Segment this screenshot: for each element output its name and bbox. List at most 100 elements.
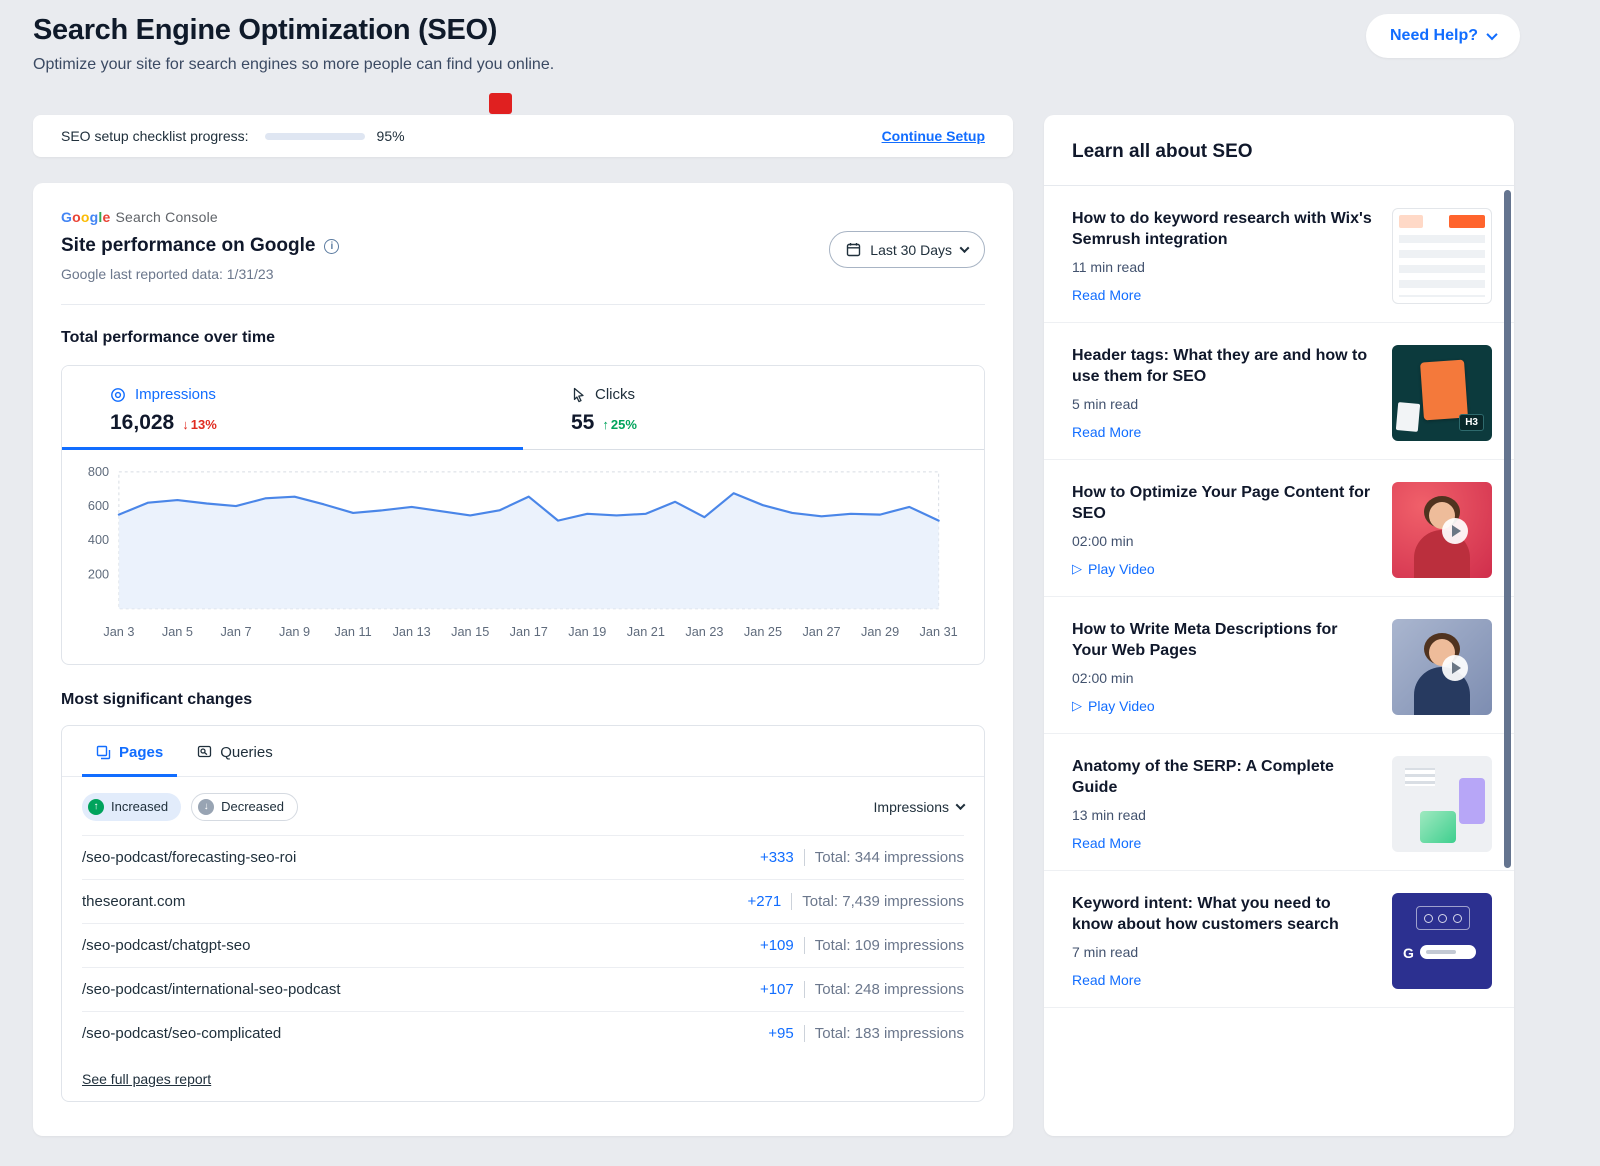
read-more-link[interactable]: Read More xyxy=(1072,424,1142,441)
chevron-down-icon xyxy=(955,800,966,811)
svg-text:200: 200 xyxy=(88,566,109,581)
sort-label: Impressions xyxy=(873,798,949,815)
date-range-button[interactable]: Last 30 Days xyxy=(829,231,985,268)
chart-area: 200 400 600 800 Jan 3 Jan 5 Jan 7 Jan 9 Jan 11 Ja… xyxy=(62,450,984,664)
article-read-time: 11 min read xyxy=(1072,259,1145,276)
changes-tabs: Pages Queries xyxy=(62,726,984,777)
orange-header-shape xyxy=(1449,215,1485,228)
metric-tab-impressions[interactable]: Impressions 16,028 ↓ 13% xyxy=(62,366,523,450)
full-pages-report-link[interactable]: See full pages report xyxy=(82,1070,212,1087)
filter-decreased-label: Decreased xyxy=(221,799,284,815)
serp-card-shape xyxy=(1399,763,1441,791)
need-help-label: Need Help? xyxy=(1389,27,1478,44)
svg-text:Jan 19: Jan 19 xyxy=(568,624,606,639)
list-item: Anatomy of the SERP: A Complete Guide 13… xyxy=(1044,734,1514,871)
svg-text:800: 800 xyxy=(88,464,109,479)
page-link[interactable]: /seo-podcast/seo-complicated xyxy=(82,1024,282,1042)
article-read-time: 5 min read xyxy=(1072,396,1139,413)
change-value: +109 xyxy=(759,936,794,954)
play-button-icon[interactable] xyxy=(1442,655,1468,681)
total-impressions: Total: 183 impressions xyxy=(803,1024,964,1042)
google-g-icon: G xyxy=(1403,945,1414,961)
svg-text:Jan 15: Jan 15 xyxy=(451,624,489,639)
purple-block-shape xyxy=(1459,778,1485,824)
svg-text:Jan 13: Jan 13 xyxy=(393,624,431,639)
impressions-label: Impressions xyxy=(135,386,216,403)
search-bar-shape xyxy=(1420,945,1476,959)
page-link[interactable]: /seo-podcast/chatgpt-seo xyxy=(82,936,251,954)
svg-text:400: 400 xyxy=(88,532,109,547)
mini-card-shape xyxy=(1395,402,1421,432)
table-row: /seo-podcast/international-seo-podcast +… xyxy=(82,966,964,1011)
impressions-value: 16,028 xyxy=(110,411,175,434)
svg-text:Jan 5: Jan 5 xyxy=(162,624,193,639)
article-title: How to do keyword research with Wix's Se… xyxy=(1072,210,1372,249)
play-icon: ▷ xyxy=(1072,698,1082,714)
table-row: /seo-podcast/seo-complicated +95 Total: 1… xyxy=(82,1010,964,1055)
read-more-link[interactable]: Read More xyxy=(1072,972,1142,989)
meta-descriptions-video-thumbnail[interactable] xyxy=(1392,619,1492,715)
filter-row: ↑ Increased ↓ Decreased Impressions xyxy=(62,777,984,835)
read-more-link[interactable]: Read More xyxy=(1072,835,1142,852)
continue-setup-link[interactable]: Continue Setup xyxy=(881,128,985,144)
change-value: +271 xyxy=(747,892,782,910)
list-item: Keyword intent: What you need to know ab… xyxy=(1044,871,1514,1008)
article-read-time: 7 min read xyxy=(1072,944,1139,961)
metric-tabs: Impressions 16,028 ↓ 13% Clicks xyxy=(62,366,984,450)
filter-decreased[interactable]: ↓ Decreased xyxy=(191,792,298,821)
play-icon: ▷ xyxy=(1072,561,1082,577)
header-tags-thumbnail[interactable]: H3 xyxy=(1392,345,1492,441)
impressions-icon xyxy=(111,387,125,402)
svg-text:Jan 23: Jan 23 xyxy=(685,624,723,639)
list-item: How to Optimize Your Page Content for SE… xyxy=(1044,460,1514,597)
green-block-shape xyxy=(1420,811,1456,843)
changes-panel: Pages Queries ↑ Increased ↓ Decreased Im… xyxy=(61,724,985,1102)
sidebar-scrollbar-thumb[interactable] xyxy=(1504,190,1511,868)
need-help-button[interactable]: Need Help? xyxy=(1365,14,1520,58)
increase-arrow-icon: ↑ xyxy=(88,798,104,815)
decrease-arrow-icon: ↓ xyxy=(198,798,215,815)
play-video-link[interactable]: ▷ Play Video xyxy=(1072,698,1155,715)
list-item: How to do keyword research with Wix's Se… xyxy=(1044,186,1514,323)
svg-text:Jan 21: Jan 21 xyxy=(627,624,665,639)
total-impressions: Total: 7,439 impressions xyxy=(791,892,964,910)
clicks-delta: 25% xyxy=(610,417,637,432)
svg-text:Jan 29: Jan 29 xyxy=(861,624,899,639)
svg-text:Jan 7: Jan 7 xyxy=(220,624,251,639)
calendar-icon xyxy=(847,243,861,257)
page-link[interactable]: /seo-podcast/international-seo-podcast xyxy=(82,980,341,998)
total-performance-heading: Total performance over time xyxy=(61,329,275,346)
list-item: How to Write Meta Descriptions for Your … xyxy=(1044,597,1514,734)
keyword-intent-thumbnail[interactable]: G xyxy=(1392,893,1492,989)
video-duration: 02:00 min xyxy=(1072,533,1134,550)
page-content-video-thumbnail[interactable] xyxy=(1392,482,1492,578)
metric-tab-clicks[interactable]: Clicks 55 ↑ 25% xyxy=(523,366,984,449)
last-reported-text: Google last reported data: 1/31/23 xyxy=(61,266,274,282)
page-title: Search Engine Optimization (SEO) xyxy=(33,14,498,46)
clicks-cursor-icon xyxy=(573,387,584,402)
tab-pages[interactable]: Pages xyxy=(82,726,178,777)
read-more-link[interactable]: Read More xyxy=(1072,287,1142,304)
search-console-label: Search Console xyxy=(115,209,218,225)
svg-text:Jan 11: Jan 11 xyxy=(334,624,371,639)
svg-text:Jan 9: Jan 9 xyxy=(279,624,310,639)
table-rows-shape xyxy=(1399,235,1485,297)
svg-text:Jan 17: Jan 17 xyxy=(510,624,548,639)
filter-increased[interactable]: ↑ Increased xyxy=(82,792,182,821)
page-link[interactable]: theseorant.com xyxy=(82,892,186,910)
total-impressions: Total: 109 impressions xyxy=(803,936,964,954)
total-impressions: Total: 248 impressions xyxy=(803,980,964,998)
info-icon[interactable]: i xyxy=(324,238,340,254)
sort-dropdown[interactable]: Impressions xyxy=(873,798,966,815)
serp-anatomy-thumbnail[interactable] xyxy=(1392,756,1492,852)
play-video-link[interactable]: ▷ Play Video xyxy=(1072,561,1155,578)
play-button-icon[interactable] xyxy=(1442,518,1468,544)
tab-queries[interactable]: Queries xyxy=(183,726,287,776)
page-header: Search Engine Optimization (SEO) Optimiz… xyxy=(33,14,554,74)
keyword-research-thumbnail[interactable] xyxy=(1392,208,1492,304)
learn-seo-sidebar: Learn all about SEO How to do keyword re… xyxy=(1044,115,1514,1136)
chevron-down-icon xyxy=(959,243,970,254)
tab-pages-label: Pages xyxy=(119,743,164,761)
svg-text:Jan 3: Jan 3 xyxy=(103,624,134,639)
page-link[interactable]: /seo-podcast/forecasting-seo-roi xyxy=(82,848,297,866)
